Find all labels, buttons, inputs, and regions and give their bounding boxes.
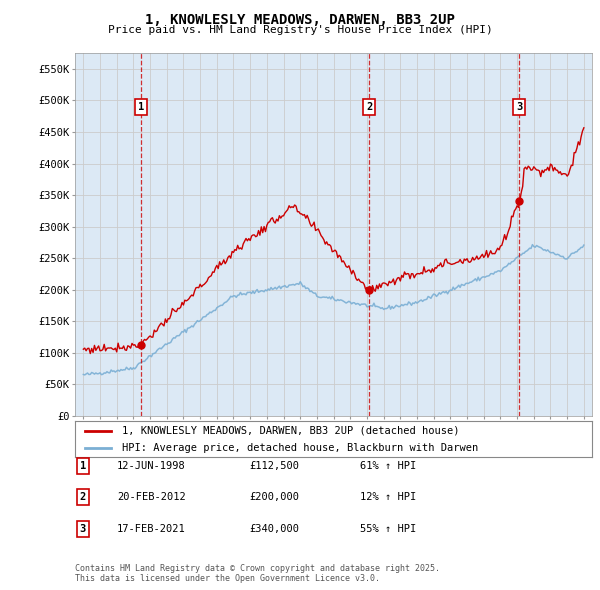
Text: 2: 2 — [366, 101, 372, 112]
Text: 1, KNOWLESLY MEADOWS, DARWEN, BB3 2UP (detached house): 1, KNOWLESLY MEADOWS, DARWEN, BB3 2UP (d… — [122, 426, 459, 436]
Text: 1: 1 — [80, 461, 86, 471]
Text: £200,000: £200,000 — [249, 493, 299, 502]
Text: 12-JUN-1998: 12-JUN-1998 — [117, 461, 186, 471]
Text: HPI: Average price, detached house, Blackburn with Darwen: HPI: Average price, detached house, Blac… — [122, 443, 478, 453]
Text: 3: 3 — [516, 101, 523, 112]
Text: £112,500: £112,500 — [249, 461, 299, 471]
Text: 61% ↑ HPI: 61% ↑ HPI — [360, 461, 416, 471]
Text: 55% ↑ HPI: 55% ↑ HPI — [360, 524, 416, 533]
Text: 1: 1 — [138, 101, 144, 112]
Text: 17-FEB-2021: 17-FEB-2021 — [117, 524, 186, 533]
Text: 3: 3 — [80, 524, 86, 533]
Text: 2: 2 — [80, 493, 86, 502]
Text: 1, KNOWLESLY MEADOWS, DARWEN, BB3 2UP: 1, KNOWLESLY MEADOWS, DARWEN, BB3 2UP — [145, 13, 455, 27]
Text: Contains HM Land Registry data © Crown copyright and database right 2025.
This d: Contains HM Land Registry data © Crown c… — [75, 563, 440, 583]
Text: 20-FEB-2012: 20-FEB-2012 — [117, 493, 186, 502]
Text: Price paid vs. HM Land Registry's House Price Index (HPI): Price paid vs. HM Land Registry's House … — [107, 25, 493, 35]
Text: £340,000: £340,000 — [249, 524, 299, 533]
Text: 12% ↑ HPI: 12% ↑ HPI — [360, 493, 416, 502]
